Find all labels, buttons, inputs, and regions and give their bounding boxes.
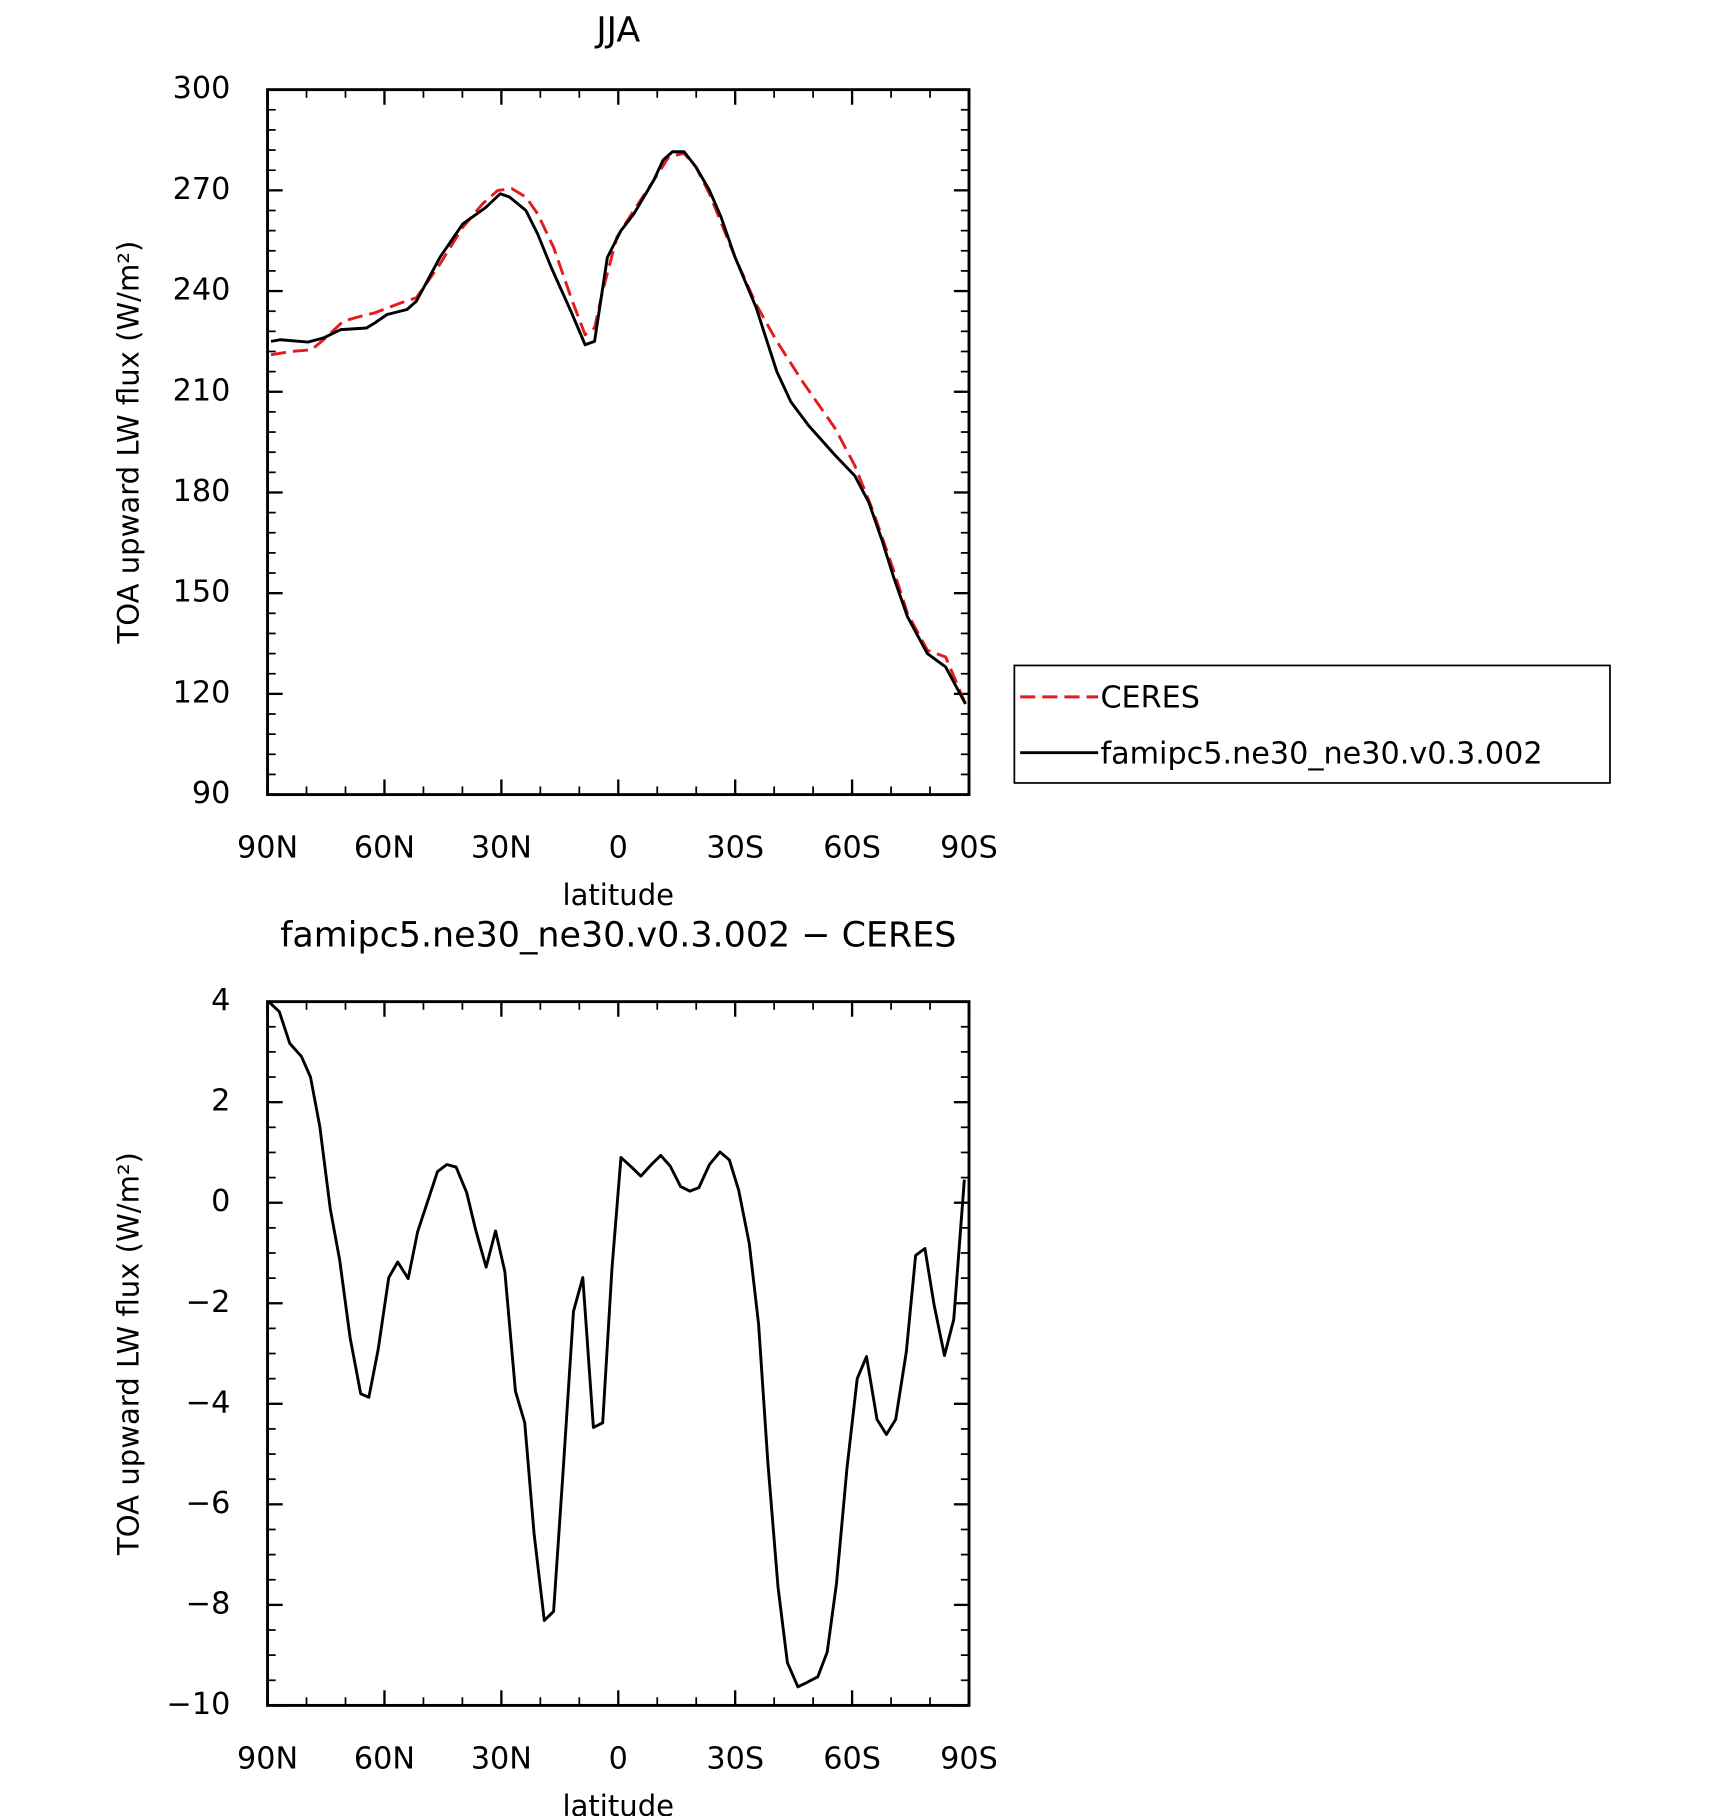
y-tick-label: −6 (186, 1486, 231, 1521)
x-tick-label: 60N (354, 831, 415, 866)
x-tick-label: 90N (237, 1742, 298, 1777)
y-tick-label: 90 (192, 776, 230, 811)
chart-title: JJA (594, 10, 640, 50)
x-tick-label: 90N (237, 831, 298, 866)
x-tick-label: 0 (609, 831, 628, 866)
y-axis-label: TOA upward LW flux (W/m²) (111, 241, 145, 645)
y-tick-label: −8 (186, 1586, 231, 1621)
y-tick-label: −10 (167, 1687, 231, 1722)
y-tick-label: 300 (173, 71, 231, 106)
y-tick-label: 4 (211, 983, 230, 1018)
x-tick-label: 30S (706, 1742, 764, 1777)
legend-label: CERES (1100, 681, 1200, 716)
data-line (270, 151, 967, 705)
x-tick-label: 60S (823, 1742, 881, 1777)
x-tick-label: 90S (940, 1742, 998, 1777)
chart-title: famipc5.ne30_ne30.v0.3.002 − CERES (280, 916, 956, 956)
x-tick-label: 30N (471, 831, 532, 866)
plot-frame (266, 1000, 971, 1707)
x-tick-label: 30N (471, 1742, 532, 1777)
legend-box (1013, 664, 1611, 784)
y-axis-label: TOA upward LW flux (W/m²) (111, 1152, 145, 1556)
x-tick-label: 0 (609, 1742, 628, 1777)
x-axis-label: latitude (562, 878, 674, 912)
y-tick-label: 150 (173, 575, 231, 610)
y-tick-label: 210 (173, 373, 231, 408)
y-tick-label: 270 (173, 172, 231, 207)
y-tick-label: 2 (211, 1084, 230, 1119)
x-tick-label: 90S (940, 831, 998, 866)
plot-frame (266, 88, 971, 797)
x-axis-label: latitude (562, 1789, 674, 1816)
y-tick-label: −2 (186, 1285, 231, 1320)
data-line (267, 1000, 966, 1689)
x-tick-label: 30S (706, 831, 764, 866)
data-line (270, 150, 967, 705)
y-tick-label: 120 (173, 675, 231, 710)
x-tick-label: 60N (354, 1742, 415, 1777)
y-tick-label: 240 (173, 273, 231, 308)
y-tick-label: −4 (186, 1385, 231, 1420)
y-tick-label: 180 (173, 474, 231, 509)
legend-label: famipc5.ne30_ne30.v0.3.002 (1100, 737, 1542, 772)
y-tick-label: 0 (211, 1184, 230, 1219)
x-tick-label: 60S (823, 831, 881, 866)
